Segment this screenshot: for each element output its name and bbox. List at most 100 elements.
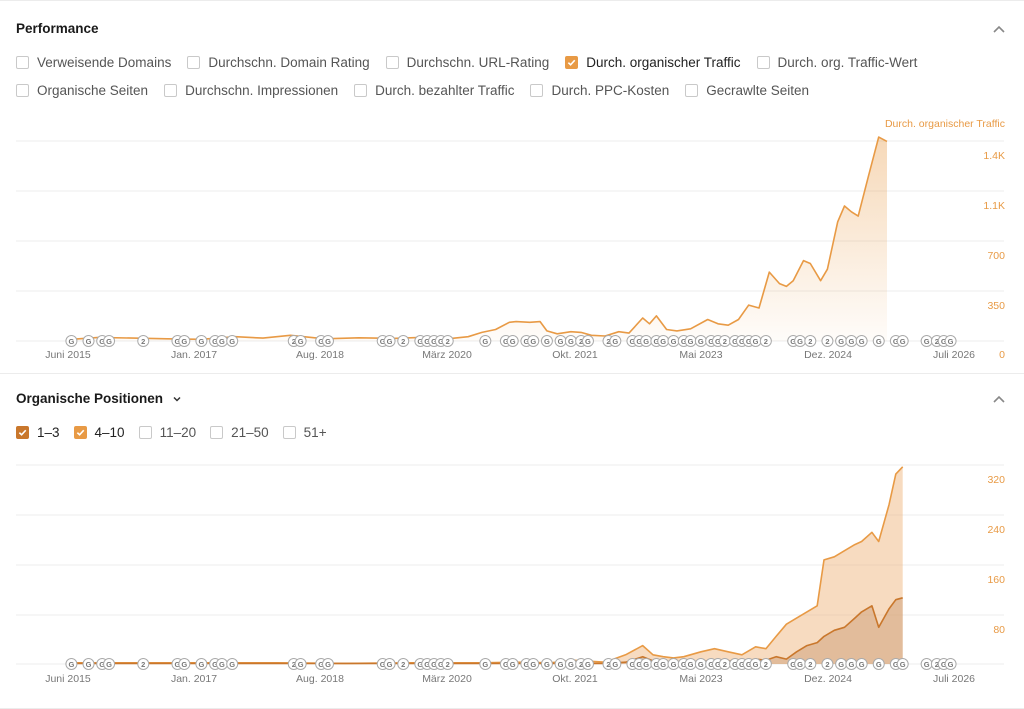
google-update-marker-icon[interactable]: G [479,658,492,670]
google-update-marker-icon[interactable]: G [657,658,670,670]
google-update-marker-icon[interactable]: G [872,658,885,670]
google-update-marker-icon[interactable]: G [640,335,653,347]
google-update-marker-icon[interactable]: G [896,335,909,347]
google-update-marker-icon[interactable]: G [554,335,567,347]
update-marker-icon[interactable]: 2 [759,335,772,347]
google-update-marker-icon[interactable]: G [845,658,858,670]
checkbox-empty-icon[interactable] [685,84,699,97]
google-update-marker-icon[interactable]: G [944,658,957,670]
positions-title[interactable]: Organische Positionen [16,391,182,406]
checkbox-1-3[interactable]: 1–3 [16,425,60,440]
checkbox-durch-ppc-kosten[interactable]: Durch. PPC-Kosten [530,83,669,98]
update-marker-icon[interactable]: 2 [137,335,150,347]
checkbox-empty-icon[interactable] [164,84,178,97]
google-update-marker-icon[interactable]: G [383,335,396,347]
update-marker-icon[interactable]: 2 [821,658,834,670]
checkbox-checked-icon[interactable] [73,426,87,439]
google-update-marker-icon[interactable]: G [65,658,78,670]
google-update-marker-icon[interactable]: G [554,658,567,670]
google-update-marker-icon[interactable]: G [103,658,116,670]
google-update-marker-icon[interactable]: G [667,658,680,670]
checkbox-checked-icon[interactable] [565,56,579,69]
google-update-marker-icon[interactable]: G [506,658,519,670]
google-update-marker-icon[interactable]: G [226,335,239,347]
google-update-marker-icon[interactable]: G [527,335,540,347]
checkbox-11-20[interactable]: 11–20 [138,425,196,440]
google-update-marker-icon[interactable]: G [178,658,191,670]
google-update-marker-icon[interactable]: G [855,335,868,347]
google-update-marker-icon[interactable]: G [581,335,594,347]
google-update-marker-icon[interactable]: G [855,658,868,670]
update-marker-icon[interactable]: 2 [759,658,772,670]
google-update-marker-icon[interactable]: G [215,335,228,347]
google-update-marker-icon[interactable]: G [65,335,78,347]
google-update-marker-icon[interactable]: G [920,335,933,347]
update-marker-icon[interactable]: 2 [804,335,817,347]
update-marker-icon[interactable]: 2 [804,658,817,670]
google-update-marker-icon[interactable]: G [479,335,492,347]
checkbox-durch-organischer-traffic[interactable]: Durch. organischer Traffic [565,55,741,70]
google-update-marker-icon[interactable]: G [835,658,848,670]
google-update-marker-icon[interactable]: G [178,335,191,347]
update-marker-icon[interactable]: 2 [821,335,834,347]
checkbox-gecrawlte-seiten[interactable]: Gecrawlte Seiten [685,83,809,98]
checkbox-4-10[interactable]: 4–10 [73,425,125,440]
google-update-marker-icon[interactable]: G [609,335,622,347]
google-update-marker-icon[interactable]: G [749,335,762,347]
google-update-marker-icon[interactable]: G [920,658,933,670]
google-update-marker-icon[interactable]: G [794,658,807,670]
checkbox-durchschn-domain-rating[interactable]: Durchschn. Domain Rating [187,55,370,70]
checkbox-checked-icon[interactable] [16,426,29,439]
google-update-marker-icon[interactable]: G [321,335,334,347]
checkbox-empty-icon[interactable] [756,56,770,69]
google-update-marker-icon[interactable]: G [226,658,239,670]
checkbox-51[interactable]: 51+ [282,425,327,440]
google-update-marker-icon[interactable]: G [321,658,334,670]
checkbox-durch-bezahlter-traffic[interactable]: Durch. bezahlter Traffic [354,83,514,98]
checkbox-organische-seiten[interactable]: Organische Seiten [16,83,148,98]
google-update-marker-icon[interactable]: G [540,335,553,347]
update-marker-icon[interactable]: 2 [137,658,150,670]
google-update-marker-icon[interactable]: G [657,335,670,347]
checkbox-empty-icon[interactable] [530,84,544,97]
google-update-marker-icon[interactable]: G [195,658,208,670]
google-update-marker-icon[interactable]: G [564,658,577,670]
google-update-marker-icon[interactable]: G [694,658,707,670]
update-marker-icon[interactable]: 2 [397,658,410,670]
google-update-marker-icon[interactable]: G [694,335,707,347]
google-update-marker-icon[interactable]: G [195,335,208,347]
checkbox-empty-icon[interactable] [138,426,152,439]
checkbox-durchschn-impressionen[interactable]: Durchschn. Impressionen [164,83,338,98]
google-update-marker-icon[interactable]: G [944,335,957,347]
update-marker-icon[interactable]: 2 [718,335,731,347]
collapse-performance-button[interactable] [992,23,1006,37]
checkbox-verweisende-domains[interactable]: Verweisende Domains [16,55,171,70]
checkbox-empty-icon[interactable] [354,84,368,97]
checkbox-empty-icon[interactable] [282,426,296,439]
google-update-marker-icon[interactable]: G [845,335,858,347]
collapse-positions-button[interactable] [992,393,1006,407]
google-update-marker-icon[interactable]: G [640,658,653,670]
google-update-marker-icon[interactable]: G [609,658,622,670]
checkbox-empty-icon[interactable] [16,56,29,69]
google-update-marker-icon[interactable]: G [383,658,396,670]
update-marker-icon[interactable]: 2 [718,658,731,670]
google-update-marker-icon[interactable]: G [540,658,553,670]
checkbox-empty-icon[interactable] [385,56,399,69]
google-update-marker-icon[interactable]: G [506,335,519,347]
checkbox-durch-org-traffic-wert[interactable]: Durch. org. Traffic-Wert [756,55,917,70]
google-update-marker-icon[interactable]: G [667,335,680,347]
update-marker-icon[interactable]: 2 [441,658,454,670]
update-marker-icon[interactable]: 2 [441,335,454,347]
google-update-marker-icon[interactable]: G [684,335,697,347]
checkbox-empty-icon[interactable] [16,84,29,97]
google-update-marker-icon[interactable]: G [82,335,95,347]
google-update-marker-icon[interactable]: G [581,658,594,670]
google-update-marker-icon[interactable]: G [749,658,762,670]
google-update-marker-icon[interactable]: G [835,335,848,347]
google-update-marker-icon[interactable]: G [294,335,307,347]
google-update-marker-icon[interactable]: G [82,658,95,670]
google-update-marker-icon[interactable]: G [684,658,697,670]
checkbox-empty-icon[interactable] [210,426,224,439]
checkbox-empty-icon[interactable] [187,56,201,69]
